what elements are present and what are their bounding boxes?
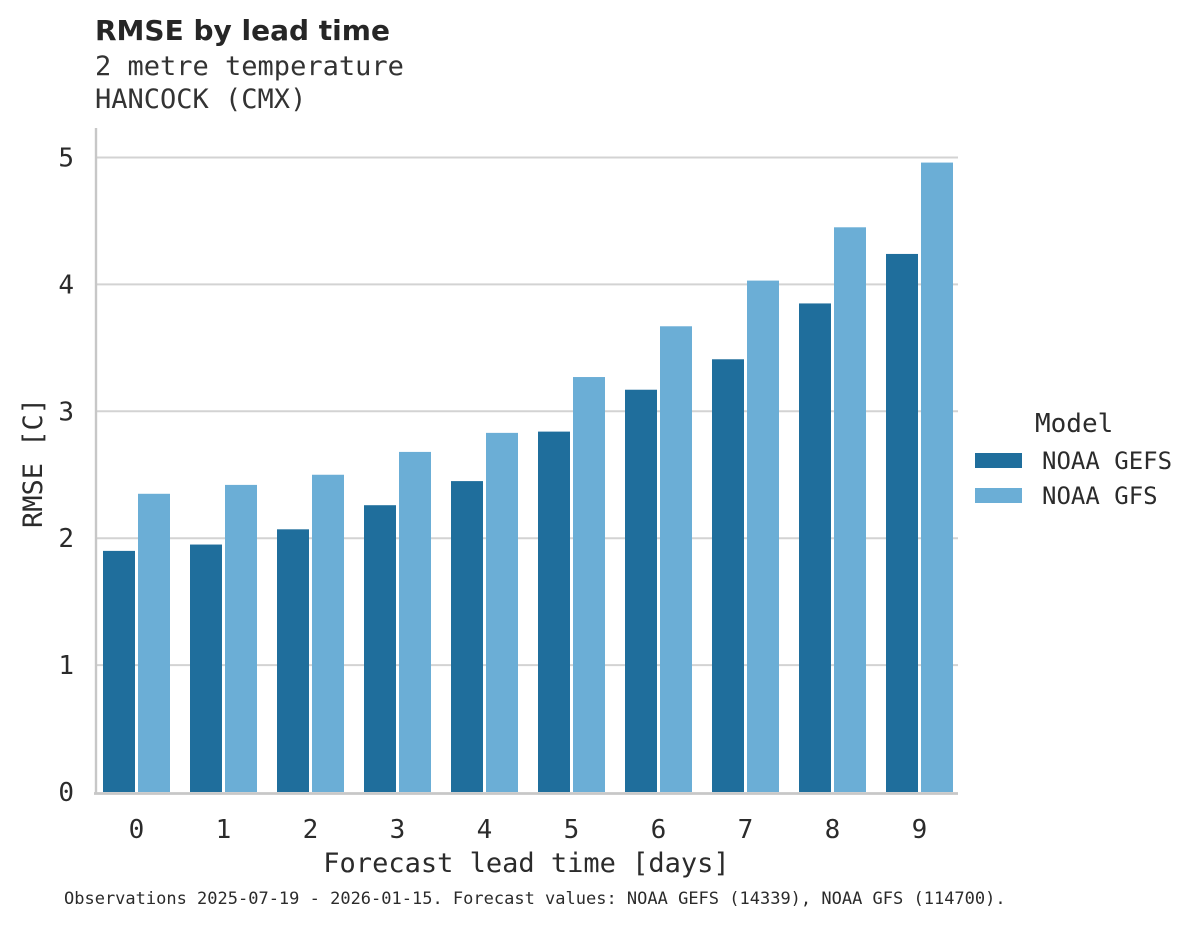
y-tick-label-4: 4 — [58, 270, 74, 300]
y-tick-label-3: 3 — [58, 397, 74, 427]
bar-noaa-gfs-lead-6 — [660, 326, 692, 792]
legend: Model NOAA GEFS NOAA GFS — [975, 407, 1195, 513]
bar-noaa-gfs-lead-3 — [399, 451, 431, 792]
bar-noaa-gfs-lead-2 — [312, 474, 344, 792]
bar-noaa-gefs-lead-8 — [799, 303, 831, 792]
legend-item-noaa-gfs: NOAA GFS — [975, 478, 1195, 513]
y-tick-label-2: 2 — [58, 524, 74, 554]
y-tick-label-0: 0 — [58, 778, 74, 808]
x-tick-label-7: 7 — [738, 815, 754, 845]
x-tick-label-4: 4 — [477, 815, 493, 845]
x-axis-title: Forecast lead time [days] — [323, 848, 729, 879]
bar-noaa-gfs-lead-1 — [225, 484, 257, 792]
bar-noaa-gfs-lead-7 — [747, 280, 779, 792]
bar-noaa-gfs-lead-8 — [834, 227, 866, 793]
bar-noaa-gefs-lead-5 — [538, 431, 570, 792]
legend-label: NOAA GEFS — [1042, 446, 1173, 475]
footnote-caption: Observations 2025-07-19 - 2026-01-15. Fo… — [64, 889, 1006, 909]
chart-station-label: HANCOCK (CMX) — [95, 84, 307, 115]
x-tick-label-8: 8 — [825, 815, 841, 845]
legend-swatch — [975, 488, 1022, 503]
bar-noaa-gefs-lead-2 — [277, 529, 309, 792]
y-axis-title: RMSE [C] — [18, 398, 49, 528]
legend-title: Model — [1035, 409, 1114, 439]
x-tick-label-9: 9 — [912, 815, 928, 845]
bar-noaa-gefs-lead-7 — [712, 359, 744, 792]
y-tick-label-1: 1 — [58, 651, 74, 681]
bar-noaa-gfs-lead-0 — [138, 493, 170, 792]
x-tick-label-5: 5 — [564, 815, 580, 845]
y-tick-label-5: 5 — [58, 144, 74, 174]
x-tick-label-2: 2 — [303, 815, 319, 845]
bar-noaa-gefs-lead-1 — [190, 544, 222, 792]
legend-items: NOAA GEFS NOAA GFS — [975, 443, 1195, 513]
bar-noaa-gfs-lead-4 — [486, 432, 518, 792]
bar-noaa-gefs-lead-4 — [451, 481, 483, 792]
x-tick-label-0: 0 — [129, 815, 145, 845]
legend-swatch — [975, 453, 1022, 468]
chart-title: RMSE by lead time — [95, 14, 390, 47]
legend-item-noaa-gefs: NOAA GEFS — [975, 443, 1195, 478]
bar-noaa-gfs-lead-9 — [921, 162, 953, 793]
bar-noaa-gfs-lead-5 — [573, 377, 605, 792]
x-tick-label-1: 1 — [216, 815, 232, 845]
bar-noaa-gefs-lead-6 — [625, 389, 657, 792]
x-tick-label-6: 6 — [651, 815, 667, 845]
bar-noaa-gefs-lead-3 — [364, 505, 396, 792]
legend-label: NOAA GFS — [1042, 481, 1158, 510]
bar-noaa-gefs-lead-0 — [103, 550, 135, 792]
x-tick-label-3: 3 — [390, 815, 406, 845]
bar-noaa-gefs-lead-9 — [886, 253, 918, 793]
chart-subtitle: 2 metre temperature — [95, 51, 404, 82]
